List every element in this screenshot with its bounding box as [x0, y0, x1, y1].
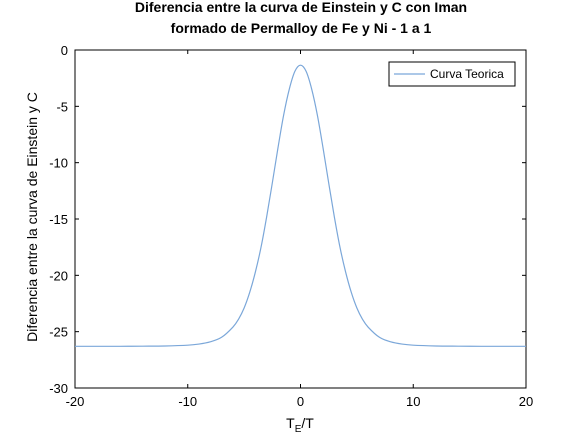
y-tick-label: -30	[49, 381, 68, 396]
y-tick-label: -15	[49, 212, 68, 227]
chart-title-line-1: Diferencia entre la curva de Einstein y …	[135, 0, 467, 15]
x-tick-label: -20	[66, 394, 85, 409]
y-tick-label: -10	[49, 156, 68, 171]
x-tick-label: -10	[178, 394, 197, 409]
y-tick-label: -25	[49, 325, 68, 340]
chart-title: Diferencia entre la curva de Einstein y …	[135, 0, 467, 36]
x-axis-label-main: T	[286, 415, 295, 431]
x-tick-label: 20	[519, 394, 533, 409]
axis-ticks: -20 -10 0 10 20 0 -5 -10 -15 -20 -25 -30	[49, 43, 533, 409]
legend-label-curva-teorica: Curva Teorica	[430, 67, 504, 81]
chart-title-line-2: formado de Permalloy de Fe y Ni - 1 a 1	[171, 20, 432, 36]
legend: Curva Teorica	[388, 61, 516, 87]
axes-box	[74, 49, 527, 389]
x-axis-label-rest: /T	[301, 415, 314, 431]
y-axis-label-group: Diferencia entre la curva de Einstein y …	[24, 92, 40, 342]
plot-area	[74, 49, 527, 389]
y-tick-label: -5	[56, 99, 68, 114]
y-tick-label: -20	[49, 268, 68, 283]
x-tick-label: 10	[406, 394, 420, 409]
x-axis-label-subscript: E	[295, 424, 302, 435]
series-group	[75, 64, 526, 347]
y-axis-label: Diferencia entre la curva de Einstein y …	[24, 92, 40, 342]
series-line-curva-teorica	[75, 64, 526, 347]
x-axis-label: TE/T	[286, 415, 314, 435]
x-tick-label: 0	[297, 394, 304, 409]
y-tick-label: 0	[61, 43, 68, 58]
